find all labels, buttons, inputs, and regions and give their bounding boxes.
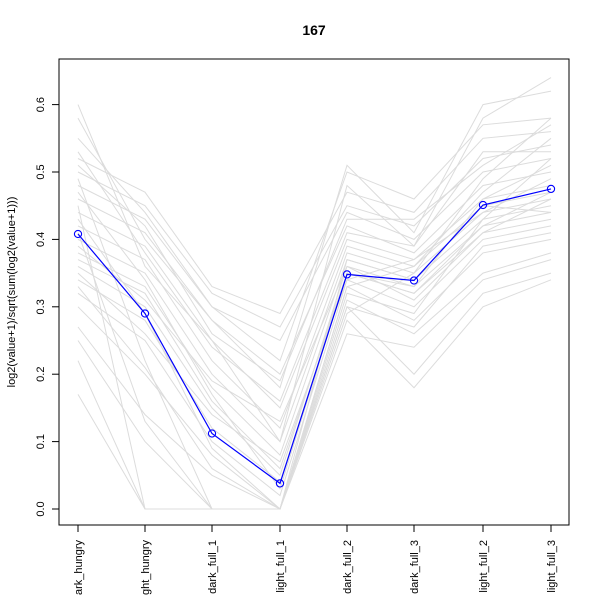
highlight-point-light_full_1 (275, 479, 285, 488)
highlight-point-light_full_2 (478, 200, 488, 210)
background-series-line-17 (77, 117, 552, 362)
chart-title: 167 (302, 22, 326, 38)
x-tick-label: dark_full_2 (342, 540, 354, 594)
background-series-line-28 (77, 232, 552, 510)
background-series-line-30 (77, 191, 552, 470)
y-tick-label: 0.0 (35, 501, 47, 516)
background-series-line-9 (77, 205, 552, 457)
background-series-group (77, 77, 552, 510)
background-series-line-11 (77, 191, 552, 430)
background-series-line-19 (77, 77, 552, 443)
highlight-point-dark_full_3 (409, 276, 419, 285)
x-axis: ark_hungry ght_hungry dark_full_1 light_ful… (73, 524, 558, 596)
x-tick-label: dark_full_3 (409, 540, 421, 594)
background-series-line-26 (77, 151, 551, 403)
background-series-line-16 (77, 131, 552, 315)
x-tick-label: light_full_3 (546, 540, 558, 593)
highlight-point-dark_full_2 (342, 270, 352, 279)
background-series-line-22 (77, 117, 552, 510)
background-series-line-20 (77, 158, 552, 510)
highlight-point-dark_hungry (73, 229, 83, 239)
x-tick-label: light_full_2 (478, 540, 490, 593)
y-axis: 0.0 0.1 0.2 0.3 0.4 0.5 0.6 (35, 97, 60, 517)
x-tick-label: light_full_1 (275, 540, 287, 593)
background-series-line-4 (77, 252, 552, 510)
background-series-line-3 (77, 259, 552, 510)
y-tick-label: 0.5 (35, 164, 47, 179)
y-tick-label: 0.3 (35, 299, 47, 314)
background-series-line-29 (77, 124, 552, 382)
y-tick-label: 0.4 (35, 232, 47, 247)
background-series-line-6 (77, 225, 552, 497)
highlight-series-line (77, 188, 552, 485)
background-series-line-10 (77, 198, 552, 443)
y-axis-label: log2(value+1)/sqrt(sum(log2(value+1))) (6, 197, 18, 388)
highlight-point-light_hungry (140, 309, 150, 318)
background-series-line-25 (77, 164, 552, 490)
background-series-line-23 (77, 198, 552, 423)
y-tick-label: 0.6 (35, 97, 47, 112)
highlight-point-light_full_3 (546, 184, 556, 194)
highlight-series-group (73, 184, 556, 488)
background-series-line-18 (77, 90, 552, 389)
x-tick-label: ght_hungry (140, 540, 152, 596)
background-series-line-21 (77, 137, 552, 510)
background-series-line-12 (77, 185, 552, 409)
highlight-point-dark_full_1 (207, 429, 217, 438)
y-tick-label: 0.1 (35, 434, 47, 449)
y-tick-label: 0.2 (35, 367, 47, 382)
x-tick-label: ark_hungry (73, 540, 85, 596)
x-tick-label: dark_full_1 (207, 540, 219, 594)
